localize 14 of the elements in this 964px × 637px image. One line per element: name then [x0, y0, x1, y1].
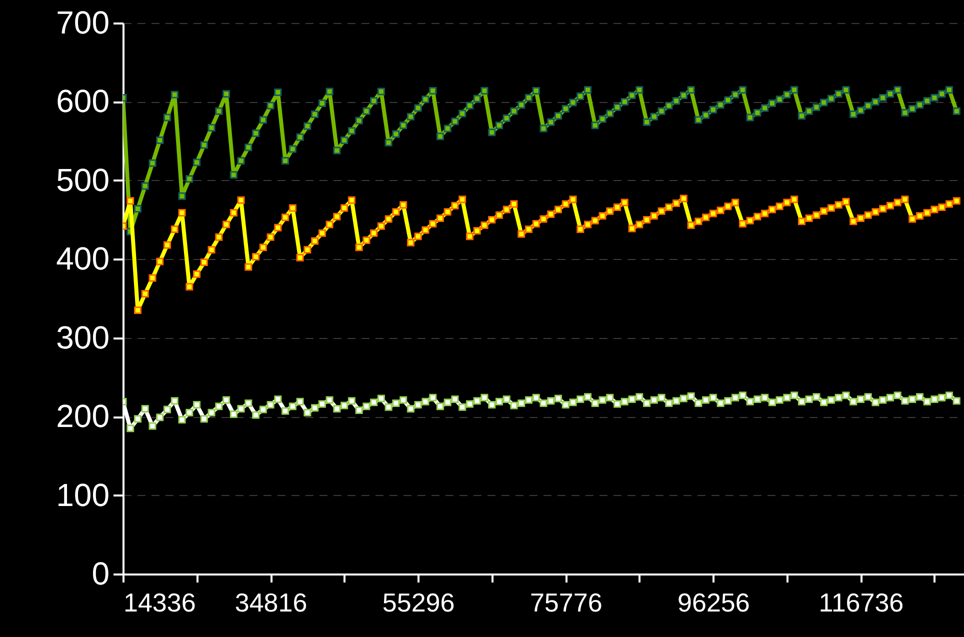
y-tick-label: 200	[56, 398, 110, 434]
x-tick-label: 55296	[382, 588, 455, 618]
y-tick-label: 400	[56, 240, 110, 277]
y-tick-label: 0	[92, 556, 110, 592]
x-tick-label: 116736	[818, 588, 904, 618]
y-tick-label: 700	[56, 4, 110, 40]
y-tick-label: 300	[56, 319, 110, 356]
x-tick-label: 96256	[678, 588, 750, 618]
x-tick-label: 75776	[530, 588, 602, 618]
y-tick-label: 500	[56, 162, 110, 198]
x-tick-label: 14336	[124, 588, 196, 618]
y-tick-label: 600	[56, 83, 110, 120]
x-tick-label: 34816	[234, 588, 308, 618]
y-tick-label: 100	[56, 476, 110, 513]
